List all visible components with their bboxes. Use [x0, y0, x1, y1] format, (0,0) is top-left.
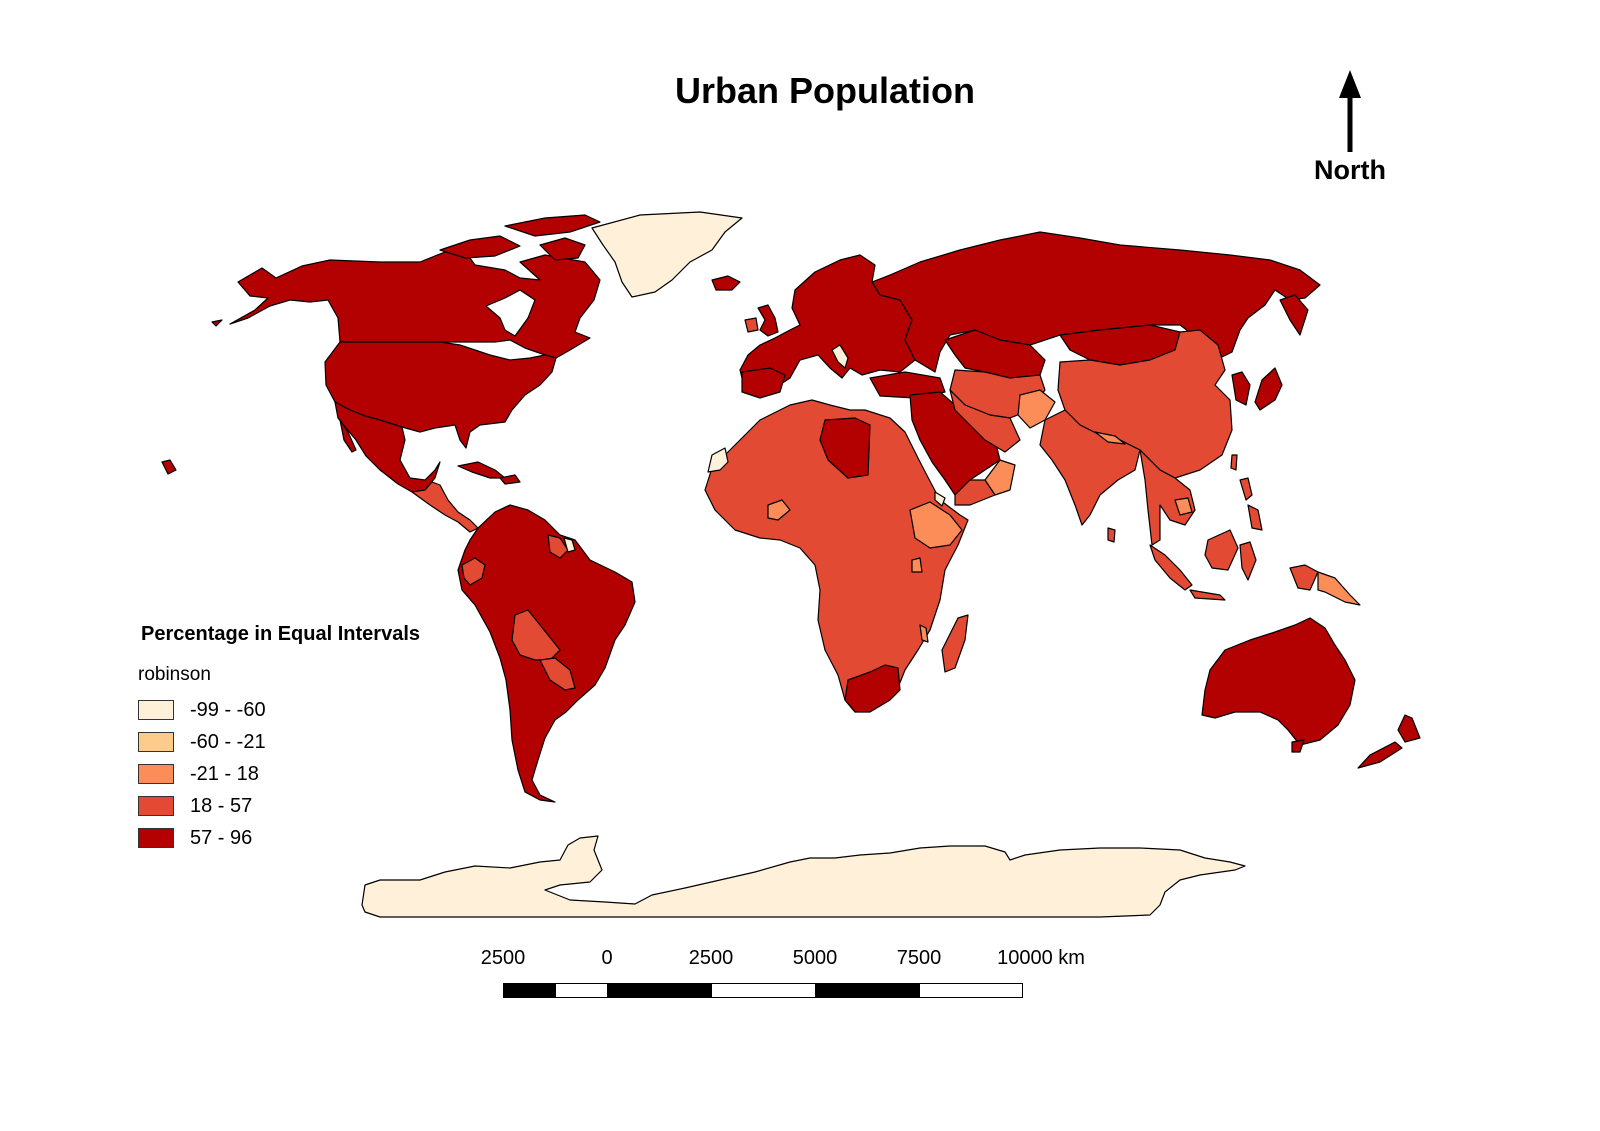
region-new-zealand [1397, 714, 1421, 743]
region-south-africa [844, 664, 901, 713]
region-bolivia [511, 609, 561, 661]
scale-label: 0 [601, 947, 613, 969]
legend-label: 18 - 57 [190, 794, 253, 817]
region-madagascar [941, 614, 969, 673]
region-greenland [591, 211, 743, 298]
hudson-bay [485, 289, 536, 337]
scale-bar-labels: 2500 0 2500 5000 7500 10000 km [0, 947, 1600, 973]
scale-segment [711, 983, 816, 998]
legend-label: -60 - -21 [190, 730, 266, 753]
scale-label: 2500 [688, 947, 734, 969]
scale-segment [919, 983, 1023, 998]
map-title: Urban Population [675, 70, 975, 111]
region-ethiopia [909, 501, 963, 549]
region-australia [1201, 617, 1356, 746]
legend-subtitle: robinson [138, 664, 211, 685]
legend-item: 18 - 57 [138, 794, 252, 818]
region-libya [819, 417, 871, 479]
legend-item: -99 - -60 [138, 698, 266, 722]
scale-bar [503, 983, 1023, 998]
scale-label: 10000 km [997, 947, 1085, 969]
region-png [1317, 571, 1361, 606]
legend-swatch [138, 796, 174, 816]
region-iceland [711, 275, 741, 291]
legend-swatch [138, 764, 174, 784]
legend-swatch [138, 828, 174, 848]
legend-title: Percentage in Equal Intervals [141, 623, 420, 645]
legend-swatch [138, 700, 174, 720]
legend-label: 57 - 96 [190, 826, 253, 849]
north-label: North [1314, 155, 1386, 185]
region-africa [704, 399, 969, 713]
legend-label: -99 - -60 [190, 698, 266, 721]
scale-segment [815, 983, 920, 998]
legend-item: -21 - 18 [138, 762, 259, 786]
legend-item: -60 - -21 [138, 730, 266, 754]
scale-label: 5000 [792, 947, 838, 969]
legend-swatch [138, 732, 174, 752]
scale-segment [607, 983, 712, 998]
legend-label: -21 - 18 [190, 762, 259, 785]
north-arrow-icon [1300, 68, 1400, 163]
scale-segment [503, 983, 556, 998]
region-antarctica [361, 835, 1246, 918]
scale-segment [555, 983, 608, 998]
legend-item: 57 - 96 [138, 826, 252, 850]
scale-label: 2500 [480, 947, 526, 969]
region-central-america [411, 481, 479, 533]
region-mexico [334, 401, 441, 493]
scale-label: 7500 [896, 947, 942, 969]
